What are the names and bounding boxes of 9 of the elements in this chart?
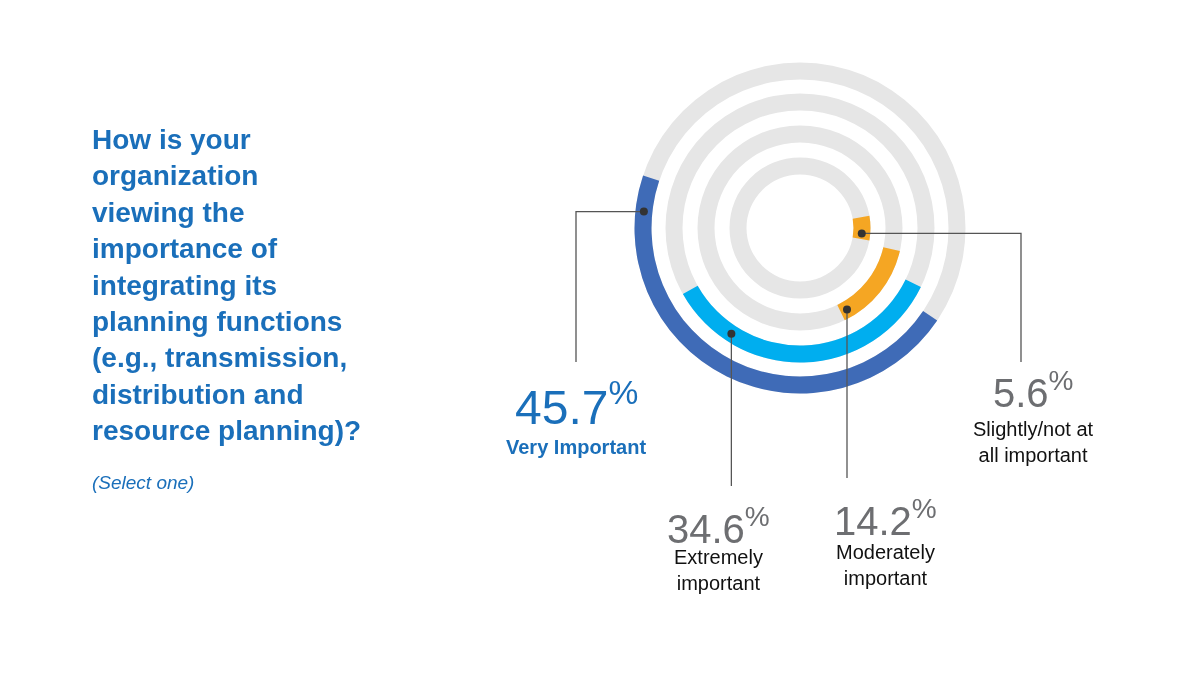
category-label: Moderately important	[836, 541, 935, 589]
category-label: Very Important	[506, 436, 647, 458]
data-label: 5.6$^{%}$	[993, 365, 1074, 415]
chart-title: How is your organization viewing the importance of integrating its planning functions (e.g., transmission, distribution and resource planning)?	[92, 124, 362, 447]
category-label: Extremely important	[674, 546, 763, 594]
data-label: 45.7$^{%}$	[515, 374, 639, 435]
text: (Select one)	[92, 472, 195, 493]
data-label: 14.2$^{%}$	[834, 493, 937, 543]
category-label: Slightly/not at all important	[973, 418, 1094, 466]
